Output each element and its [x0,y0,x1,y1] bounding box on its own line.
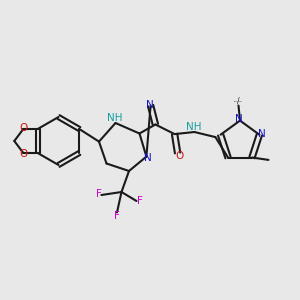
Text: N: N [146,100,154,110]
Text: O: O [19,123,27,133]
Text: NH: NH [107,112,123,123]
Text: N: N [144,153,152,163]
Text: N: N [235,114,243,124]
Text: NH: NH [186,122,201,132]
Text: methyl_label: methyl_label [234,100,243,102]
Text: F: F [136,196,142,206]
Text: N: N [258,129,266,139]
Text: F: F [114,211,120,221]
Text: F: F [96,189,102,200]
Text: O: O [176,151,184,161]
Text: O: O [19,149,27,159]
Text: /: / [237,97,240,106]
